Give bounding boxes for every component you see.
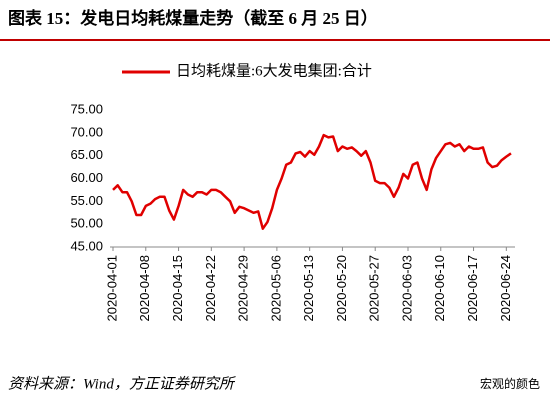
x-tick-label: 2020-06-10 bbox=[432, 255, 447, 322]
y-tick-label: 75.00 bbox=[70, 101, 103, 116]
x-tick-label: 2020-05-20 bbox=[334, 255, 349, 322]
source-note: 资料来源：Wind，方正证券研究所 bbox=[8, 375, 236, 392]
x-tick-label: 2020-06-24 bbox=[498, 255, 513, 322]
x-tick-label: 2020-05-13 bbox=[301, 255, 316, 322]
x-tick-label: 2020-06-03 bbox=[399, 255, 414, 322]
y-tick-label: 45.00 bbox=[70, 238, 103, 253]
x-tick-label: 2020-04-01 bbox=[104, 255, 119, 322]
y-tick-label: 55.00 bbox=[70, 193, 103, 208]
legend-label: 日均耗煤量:6大发电集团:合计 bbox=[176, 62, 372, 79]
y-tick-label: 70.00 bbox=[70, 124, 103, 139]
x-tick-label: 2020-04-29 bbox=[236, 255, 251, 322]
x-tick-label: 2020-04-08 bbox=[137, 255, 152, 322]
y-tick-label: 60.00 bbox=[70, 170, 103, 185]
x-tick-label: 2020-04-15 bbox=[170, 255, 185, 322]
chart-title: 图表 15：发电日均耗煤量走势（截至 6 月 25 日） bbox=[8, 8, 378, 28]
x-tick-label: 2020-06-17 bbox=[465, 255, 480, 322]
y-tick-label: 65.00 bbox=[70, 147, 103, 162]
watermark: 宏观的颜色 bbox=[480, 376, 540, 391]
y-tick-label: 50.00 bbox=[70, 216, 103, 231]
x-tick-label: 2020-05-06 bbox=[268, 255, 283, 322]
series-line bbox=[112, 133, 512, 230]
x-tick-label: 2020-05-27 bbox=[367, 255, 382, 322]
x-tick-label: 2020-04-22 bbox=[203, 255, 218, 322]
